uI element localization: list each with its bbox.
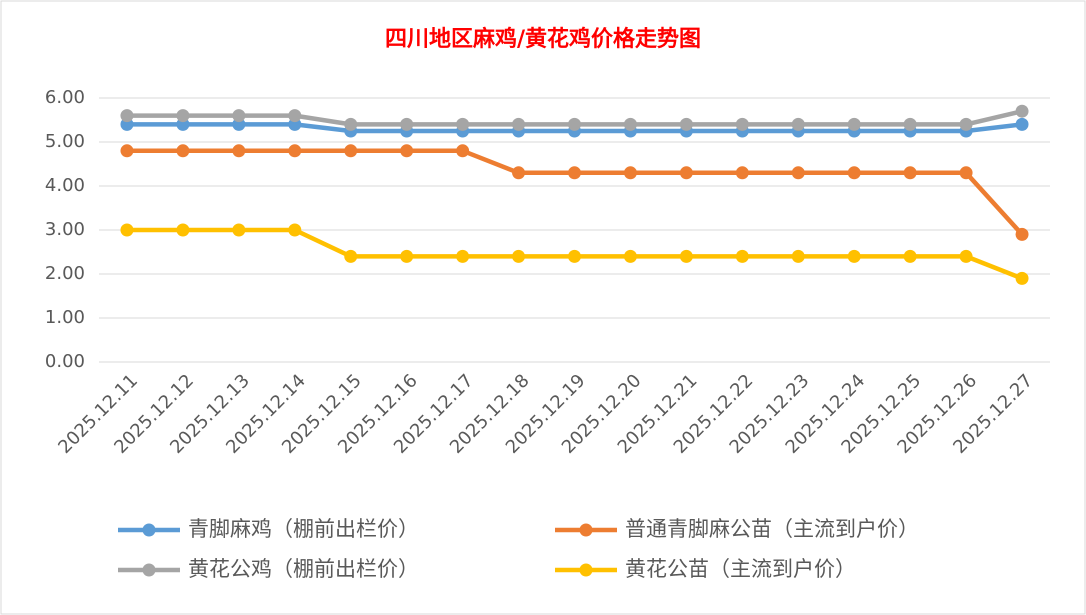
data-point xyxy=(791,249,805,263)
data-point xyxy=(400,249,414,263)
y-tick-label: 0.00 xyxy=(45,351,85,372)
data-point xyxy=(176,223,190,237)
data-point xyxy=(568,117,581,131)
legend-label: 青脚麻鸡（棚前出栏价） xyxy=(188,517,419,541)
data-point xyxy=(847,166,861,180)
data-point xyxy=(1015,227,1029,241)
data-point xyxy=(568,249,581,263)
y-tick-label: 5.00 xyxy=(45,131,85,152)
data-point xyxy=(456,249,470,263)
data-point xyxy=(288,109,302,123)
data-point xyxy=(959,166,973,180)
data-point xyxy=(232,223,246,237)
y-tick-label: 4.00 xyxy=(45,175,85,196)
legend-marker xyxy=(579,523,593,537)
data-point xyxy=(679,166,693,180)
data-point xyxy=(512,249,526,263)
y-tick-label: 6.00 xyxy=(45,87,85,108)
legend-label: 黄花公鸡（棚前出栏价） xyxy=(188,557,419,581)
data-point xyxy=(959,249,973,263)
data-point xyxy=(623,117,637,131)
data-point xyxy=(120,109,134,123)
data-point xyxy=(456,144,470,158)
legend-marker xyxy=(579,563,593,577)
data-point xyxy=(288,144,302,158)
data-point xyxy=(903,249,917,263)
legend-marker xyxy=(142,523,156,537)
data-point xyxy=(176,144,190,158)
data-point xyxy=(120,223,134,237)
data-point xyxy=(512,166,526,180)
legend-marker xyxy=(142,563,156,577)
data-point xyxy=(735,166,749,180)
data-point xyxy=(400,117,414,131)
data-point xyxy=(791,117,805,131)
legend-label: 黄花公苗（主流到户价） xyxy=(625,557,856,581)
data-point xyxy=(791,166,805,180)
data-point xyxy=(120,144,134,158)
data-point xyxy=(623,166,637,180)
data-point xyxy=(288,223,302,237)
data-point xyxy=(344,144,358,158)
data-point xyxy=(512,117,526,131)
data-point xyxy=(344,249,358,263)
data-point xyxy=(903,117,917,131)
y-tick-label: 3.00 xyxy=(45,219,85,240)
data-point xyxy=(232,144,246,158)
data-point xyxy=(679,117,693,131)
legend-label: 普通青脚麻公苗（主流到户价） xyxy=(625,517,919,541)
data-point xyxy=(400,144,414,158)
data-point xyxy=(679,249,693,263)
data-point xyxy=(1015,117,1029,131)
data-point xyxy=(176,109,190,123)
data-point xyxy=(959,117,973,131)
data-point xyxy=(903,166,917,180)
data-point xyxy=(735,117,749,131)
data-point xyxy=(847,117,861,131)
data-point xyxy=(568,166,581,180)
data-point xyxy=(456,117,470,131)
chart-title: 四川地区麻鸡/黄花鸡价格走势图 xyxy=(385,26,701,52)
data-point xyxy=(1015,104,1029,118)
data-point xyxy=(344,117,358,131)
data-point xyxy=(735,249,749,263)
data-point xyxy=(1015,271,1029,285)
data-point xyxy=(847,249,861,263)
data-point xyxy=(232,109,246,123)
data-point xyxy=(623,249,637,263)
y-tick-label: 1.00 xyxy=(45,307,85,328)
y-tick-label: 2.00 xyxy=(45,263,85,284)
